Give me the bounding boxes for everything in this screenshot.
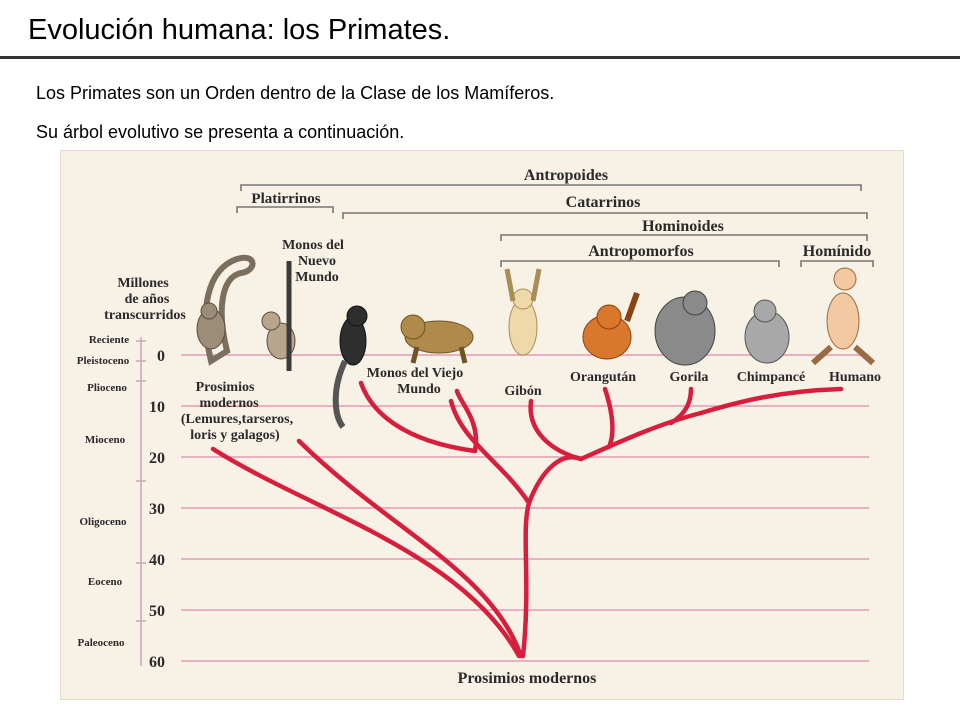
tick-label: 30 [149,501,165,518]
taxon-label-viejo-mundo: Monos del Viejo [367,366,463,381]
branch-prosimios [210,446,522,659]
group-label-hominido: Homínido [803,243,871,260]
antropomorfos-bracket [500,260,780,267]
epoch-label: Plioceno [87,382,127,394]
primate-evolution-diagram: Millones de años transcurridos Reciente … [60,150,904,700]
epoch-label: Mioceno [85,434,126,446]
hominoides-bracket [500,234,868,241]
group-label-platirrinos: Platirrinos [251,191,320,207]
platirrinos-bracket [236,206,334,213]
axis-title-line-2: de años [125,292,170,307]
branch-hominini [698,386,844,416]
taxon-label-prosimios: (Lemures,tarseros, [181,412,293,427]
group-label-antropoides: Antropoides [524,167,608,184]
tick-label: 0 [157,348,165,365]
gibbon-illustration [504,268,542,356]
axis-title-line-1: Millones [117,276,169,291]
epoch-label: Eoceno [88,576,123,588]
branch-gorila [668,386,694,426]
intro-line-1: Los Primates son un Orden dentro de la C… [36,83,555,103]
taxon-label-chimpance: Chimpancé [737,370,805,385]
orangutan-illustration [582,291,640,360]
new-world-monkey-illustration [332,305,368,429]
branch-orangutan [602,386,615,450]
evolution-branches [210,380,844,659]
taxon-label-nuevo-mundo: Mundo [295,270,339,285]
epoch-label: Pleistoceno [77,355,130,367]
taxon-label-prosimios: loris y galagos) [190,428,280,443]
taxon-label-gibon: Gibón [504,384,542,399]
epoch-label: Oligoceno [79,516,127,528]
gorilla-illustration [654,290,716,366]
group-label-hominoides: Hominoides [642,218,724,235]
epoch-scale [136,337,146,666]
taxon-label-nuevo-mundo: Monos del [282,238,344,253]
root-label: Prosimios modernos [458,670,597,687]
taxon-label-viejo-mundo: Mundo [397,382,441,397]
catarrinos-bracket [342,212,868,219]
title-divider [0,56,960,59]
taxon-label-prosimios: modernos [199,396,259,411]
epoch-label: Paleoceno [77,637,125,649]
tarsier-illustration [261,261,296,371]
taxon-label-gorila: Gorila [670,370,709,385]
axis-title-line-3: transcurridos [104,308,186,323]
human-illustration [811,267,875,366]
hominido-bracket [800,260,874,267]
taxon-label-orangutan: Orangután [570,370,636,385]
branch-catarrini [448,398,532,506]
tick-label: 60 [149,654,165,671]
branch-great-apes [578,410,704,462]
branch-viejo-mundo-right [454,388,479,454]
branch-nuevo-mundo [296,438,524,659]
taxon-label-nuevo-mundo: Nuevo [298,254,336,269]
slide-title: Evolución humana: los Primates. [28,14,451,46]
taxon-label-humano: Humano [829,370,881,385]
intro-line-2: Su árbol evolutivo se presenta a continu… [36,122,405,142]
tick-label: 20 [149,450,165,467]
group-label-antropomorfos: Antropomorfos [588,243,693,260]
tick-label: 10 [149,399,165,416]
group-label-catarrinos: Catarrinos [566,194,641,211]
branch-hominoids [526,455,584,506]
taxon-label-prosimios: Prosimios [196,380,255,395]
antropoides-bracket [240,184,862,191]
branch-viejo-mundo-left [358,380,478,454]
old-world-monkey-illustration [400,314,474,364]
tick-label: 50 [149,603,165,620]
lemur-illustration [196,254,256,366]
branch-trunk [520,500,532,659]
epoch-label: Reciente [89,334,129,346]
chimpanzee-illustration [744,299,790,364]
branch-gibon [528,398,584,462]
tick-label: 40 [149,552,165,569]
